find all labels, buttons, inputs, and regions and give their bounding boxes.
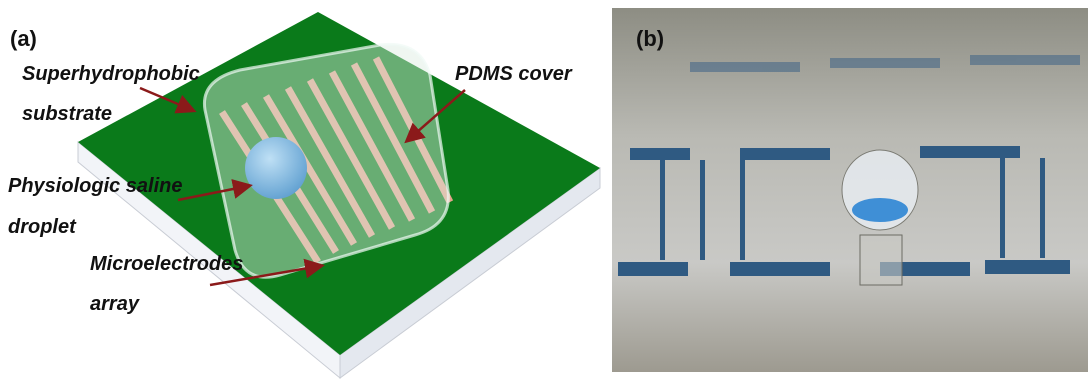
annotation: Physiologic saline xyxy=(8,175,183,197)
annotation: droplet xyxy=(8,216,77,238)
annotation: array xyxy=(90,293,140,315)
panel-label: (b) xyxy=(636,26,664,51)
figure: (a) Superhydrophobic substrate PDMS cove… xyxy=(0,0,1088,390)
photo xyxy=(612,8,1088,372)
panel-label: (a) xyxy=(10,26,37,51)
annotation: Microelectrodes xyxy=(90,253,243,275)
annotation: substrate xyxy=(22,103,112,125)
droplet xyxy=(245,137,307,199)
annotation: Superhydrophobic xyxy=(22,63,200,85)
annotation: PDMS cover xyxy=(455,63,573,85)
